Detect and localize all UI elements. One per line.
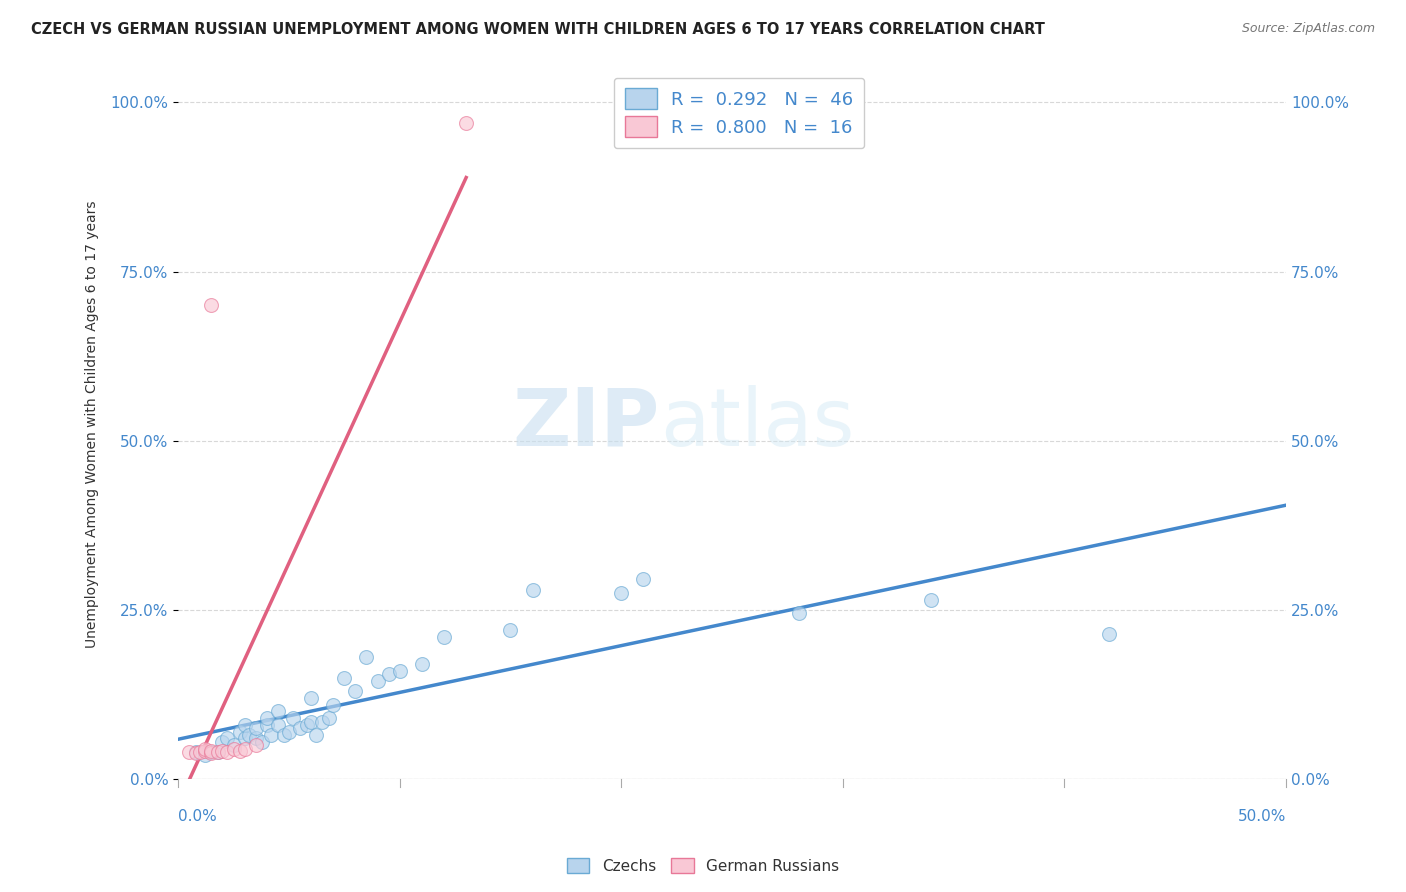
Point <box>318 711 340 725</box>
Point <box>245 721 267 735</box>
Point <box>233 741 256 756</box>
Point <box>245 731 267 746</box>
Text: 0.0%: 0.0% <box>179 810 217 824</box>
Point <box>388 664 411 678</box>
Point <box>267 705 290 719</box>
Legend: R =  0.292   N =  46, R =  0.800   N =  16: R = 0.292 N = 46, R = 0.800 N = 16 <box>613 78 865 148</box>
Point <box>184 747 207 761</box>
Point <box>610 586 633 600</box>
Point <box>215 745 238 759</box>
Point <box>215 731 238 746</box>
Point <box>433 630 456 644</box>
Point <box>277 724 299 739</box>
Point <box>299 690 322 705</box>
Point <box>299 714 322 729</box>
Point <box>283 711 305 725</box>
Point <box>207 745 229 759</box>
Point <box>787 607 810 621</box>
Point <box>200 744 222 758</box>
Point <box>200 747 222 761</box>
Point <box>1098 626 1121 640</box>
Point <box>920 592 942 607</box>
Point <box>200 298 222 312</box>
Point <box>211 744 233 758</box>
Point <box>252 735 274 749</box>
Point <box>456 116 478 130</box>
Point <box>211 735 233 749</box>
Point <box>194 741 217 756</box>
Point <box>194 744 217 758</box>
Point <box>207 745 229 759</box>
Point <box>188 745 211 759</box>
Point <box>311 714 333 729</box>
Point <box>256 711 278 725</box>
Point <box>267 718 290 732</box>
Point <box>333 671 356 685</box>
Point <box>179 745 201 759</box>
Text: atlas: atlas <box>659 384 855 463</box>
Point <box>200 745 222 759</box>
Point <box>377 667 399 681</box>
Point <box>273 728 295 742</box>
Text: ZIP: ZIP <box>513 384 659 463</box>
Point <box>229 744 252 758</box>
Point <box>238 728 260 742</box>
Point <box>295 718 318 732</box>
Point <box>184 745 207 759</box>
Point <box>288 721 311 735</box>
Point <box>322 698 344 712</box>
Point <box>356 650 378 665</box>
Point <box>222 742 245 756</box>
Point <box>499 623 522 637</box>
Point <box>222 738 245 752</box>
Point <box>411 657 433 671</box>
Point <box>522 582 544 597</box>
Point <box>256 718 278 732</box>
Point <box>233 731 256 746</box>
Text: CZECH VS GERMAN RUSSIAN UNEMPLOYMENT AMONG WOMEN WITH CHILDREN AGES 6 TO 17 YEAR: CZECH VS GERMAN RUSSIAN UNEMPLOYMENT AMO… <box>31 22 1045 37</box>
Point <box>233 718 256 732</box>
Point <box>304 728 326 742</box>
Point <box>344 684 367 698</box>
Y-axis label: Unemployment Among Women with Children Ages 6 to 17 years: Unemployment Among Women with Children A… <box>86 200 100 648</box>
Legend: Czechs, German Russians: Czechs, German Russians <box>561 852 845 880</box>
Point <box>194 748 217 763</box>
Point <box>245 738 267 752</box>
Point <box>260 728 283 742</box>
Point <box>633 573 655 587</box>
Point <box>367 673 389 688</box>
Text: Source: ZipAtlas.com: Source: ZipAtlas.com <box>1241 22 1375 36</box>
Point <box>229 724 252 739</box>
Text: 50.0%: 50.0% <box>1237 810 1286 824</box>
